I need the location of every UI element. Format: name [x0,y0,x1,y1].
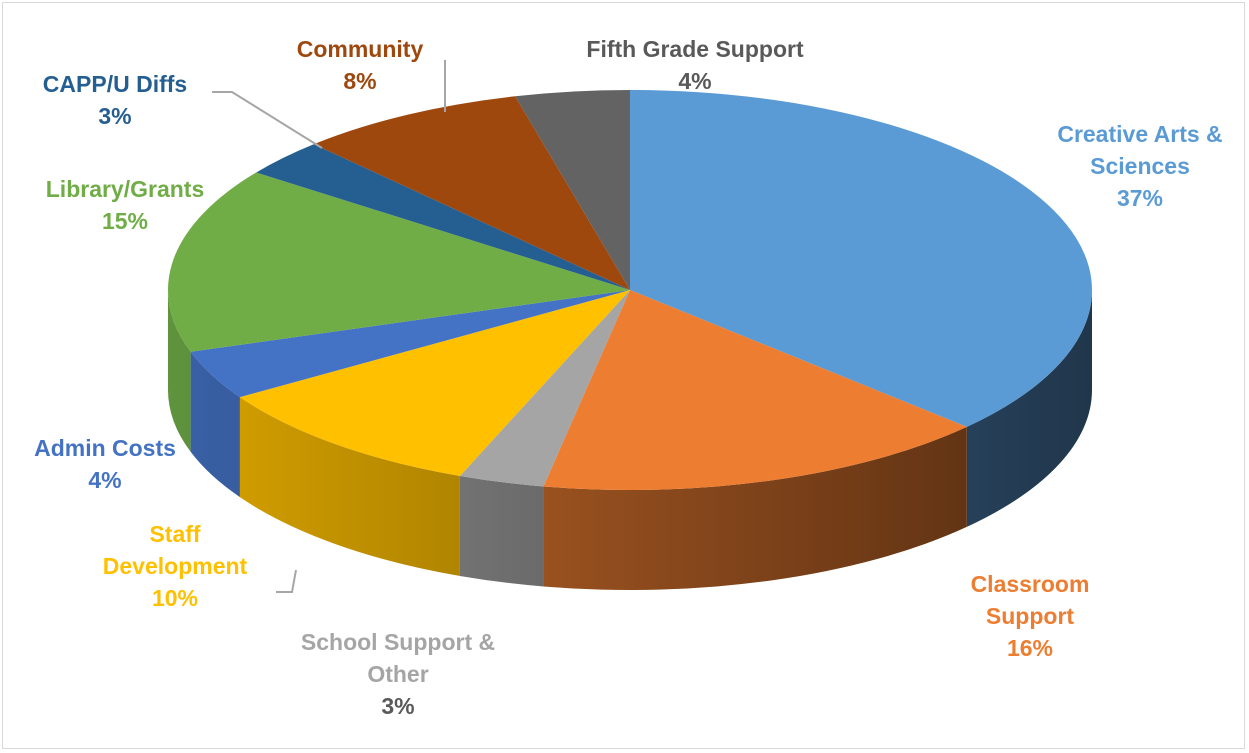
data-label: Community 8% [260,33,460,97]
slice-side [459,475,544,587]
data-label: Admin Costs 4% [5,432,205,496]
data-label: Creative Arts & Sciences 37% [1020,118,1249,214]
slice [543,290,967,490]
slice [168,172,630,352]
data-label: School Support & Other 3% [298,626,498,722]
data-label: Classroom Support 16% [955,568,1105,664]
slice-side [239,397,460,576]
category-label: Staff Development [102,521,248,579]
value-label: 4% [678,68,712,94]
category-label: Classroom Support [970,571,1090,629]
slice [515,90,630,290]
pie-tops [168,90,1092,490]
slice [313,96,630,290]
data-label: CAPP/U Diffs 3% [15,68,215,132]
value-label: 8% [343,68,377,94]
slice-side [966,290,1092,527]
value-label: 3% [98,103,132,129]
category-label: School Support & Other [300,629,496,687]
category-label: Creative Arts & Sciences [1057,121,1223,179]
category-label: Admin Costs [34,435,176,461]
pie-sides [168,290,1092,590]
slice [459,290,630,487]
category-label: Library/Grants [45,176,205,202]
leader-lines [212,60,446,593]
slice-side [543,426,967,590]
data-label: Library/Grants 15% [5,173,245,237]
category-label: CAPP/U Diffs [42,71,188,97]
category-label: Community [296,36,424,62]
value-label: 15% [101,208,149,234]
slice-side [168,290,191,452]
value-label: 10% [151,585,199,611]
data-label: Staff Development 10% [93,518,258,614]
slice [630,90,1092,427]
value-label: 4% [88,467,122,493]
slice [256,144,630,290]
leader-line [276,569,297,593]
data-label: Fifth Grade Support 4% [545,33,845,97]
leader-line [212,91,323,149]
category-label: Fifth Grade Support [586,36,804,62]
slice [239,290,630,476]
value-label: 37% [1116,185,1164,211]
slice-side [190,351,240,498]
value-label: 3% [381,693,415,719]
value-label: 16% [1006,635,1054,661]
slice [190,290,631,398]
